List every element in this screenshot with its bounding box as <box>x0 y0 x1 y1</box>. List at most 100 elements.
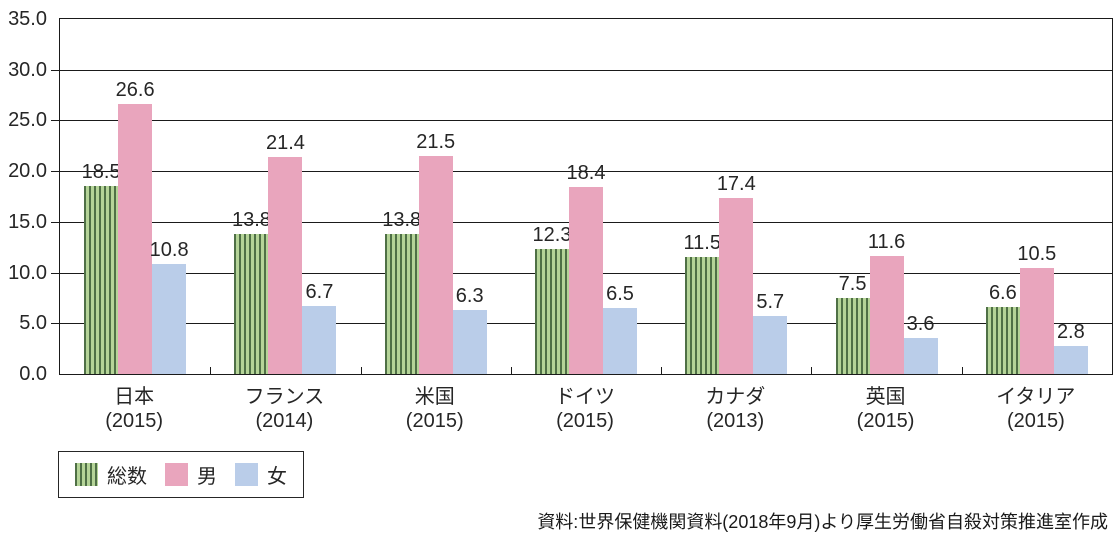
category-country: 日本 <box>114 386 155 408</box>
x-boundary-tick <box>961 367 963 374</box>
bar-女-カナダ <box>753 316 788 374</box>
category-year: (2015) <box>405 410 464 432</box>
legend-item-total: 総数 <box>75 460 147 489</box>
y-tick-label: 30.0 <box>8 58 47 81</box>
category-year: (2013) <box>706 410 765 432</box>
y-tick-mark <box>51 272 59 274</box>
bar-value-label: 11.5 <box>683 232 721 255</box>
bar-value-label: 21.5 <box>416 130 456 153</box>
bar-女-日本 <box>152 264 187 374</box>
gridline <box>60 69 1112 71</box>
category-year: (2014) <box>255 410 314 432</box>
category-label-フランス: フランス (2014) <box>209 385 359 433</box>
y-tick-mark <box>51 221 59 223</box>
legend-label-male: 男 <box>197 466 217 488</box>
bar-男-イタリア <box>1019 267 1054 374</box>
legend-label-total: 総数 <box>107 466 147 488</box>
bar-value-label: 11.6 <box>867 231 906 254</box>
bar-value-label: 5.7 <box>756 291 785 314</box>
bar-value-label: 13.8 <box>382 209 422 232</box>
bar-女-英国 <box>903 337 938 374</box>
bar-総数-イタリア <box>985 307 1020 374</box>
bar-value-label: 12.3 <box>532 224 572 247</box>
legend: 総数 男 女 <box>58 451 304 498</box>
bar-value-label: 10.8 <box>149 239 189 262</box>
category-label-英国: 英国 (2015) <box>810 385 960 433</box>
y-tick-label: 20.0 <box>8 160 47 183</box>
bar-総数-ドイツ <box>535 249 569 374</box>
y-tick-label: 25.0 <box>8 109 47 132</box>
category-label-ドイツ: ドイツ (2015) <box>510 385 660 433</box>
x-boundary-tick <box>510 367 512 374</box>
plot-area: 18.5 26.6 10.8 13.8 21.4 6.7 13.8 21.5 6.3 12.3 18… <box>59 18 1113 375</box>
bar-総数-カナダ <box>685 257 720 374</box>
bar-女-フランス <box>302 306 337 374</box>
legend-swatch-male <box>165 463 188 486</box>
x-boundary-tick <box>661 367 663 374</box>
gridline <box>60 120 1112 122</box>
bar-value-label: 6.7 <box>305 281 334 304</box>
legend-item-male: 男 <box>165 460 217 489</box>
category-year: (2015) <box>856 410 915 432</box>
y-tick-label: 10.0 <box>8 261 47 284</box>
bar-value-label: 18.4 <box>566 162 606 185</box>
category-label-イタリア: イタリア (2015) <box>961 385 1111 433</box>
category-country: カナダ <box>705 386 766 408</box>
category-country: フランス <box>244 386 325 408</box>
bar-男-日本 <box>118 104 153 374</box>
x-boundary-tick <box>360 367 362 374</box>
y-tick-mark <box>51 69 59 71</box>
bar-女-イタリア <box>1053 345 1088 374</box>
bar-総数-日本 <box>84 186 119 374</box>
bar-value-label: 10.5 <box>1017 242 1057 265</box>
bar-男-米国 <box>418 155 453 374</box>
y-tick-mark <box>51 171 59 173</box>
y-tick-label: 5.0 <box>19 312 47 335</box>
legend-swatch-total <box>75 463 98 486</box>
category-year: (2015) <box>1006 410 1065 432</box>
bar-value-label: 18.5 <box>81 161 121 184</box>
bar-男-カナダ <box>719 197 754 374</box>
x-boundary-tick <box>210 367 212 374</box>
category-label-日本: 日本 (2015) <box>59 385 209 433</box>
bar-女-米国 <box>452 310 487 374</box>
bar-value-label: 6.6 <box>988 282 1017 305</box>
y-tick-label: 0.0 <box>19 363 47 385</box>
y-tick-mark <box>51 323 59 325</box>
category-country: 英国 <box>865 386 906 408</box>
bar-value-label: 21.4 <box>265 131 305 154</box>
gridline <box>60 171 1112 173</box>
bar-value-label: 26.6 <box>115 79 155 102</box>
legend-label-female: 女 <box>267 466 287 488</box>
bar-value-label: 17.4 <box>716 172 756 195</box>
source-note: 資料:世界保健機関資料(2018年9月)より厚生労働省自殺対策推進室作成 <box>537 512 1108 532</box>
bar-総数-フランス <box>234 234 269 374</box>
bar-value-label: 2.8 <box>1056 320 1085 343</box>
y-tick-label: 35.0 <box>8 8 47 30</box>
bar-男-英国 <box>869 256 904 374</box>
bar-value-label: 6.5 <box>606 283 634 306</box>
y-tick-mark <box>51 120 59 122</box>
category-year: (2015) <box>556 410 614 432</box>
bar-女-ドイツ <box>603 308 637 374</box>
bar-value-label: 3.6 <box>906 312 935 335</box>
x-axis-labels: 日本 (2015) フランス (2014) 米国 (2015) ドイツ (2015) カナダ (2… <box>59 385 1113 435</box>
bar-男-フランス <box>268 156 303 374</box>
y-axis: 35.0 30.0 25.0 20.0 15.0 10.0 5.0 0.0 <box>0 8 59 385</box>
category-label-カナダ: カナダ (2013) <box>660 385 810 433</box>
bar-value-label: 13.8 <box>231 209 271 232</box>
x-boundary-tick <box>811 367 813 374</box>
category-country: イタリア <box>996 386 1076 408</box>
bar-value-label: 6.3 <box>455 285 484 308</box>
bar-総数-米国 <box>384 234 419 374</box>
category-year: (2015) <box>105 410 164 432</box>
y-tick-label: 15.0 <box>8 210 47 233</box>
category-label-米国: 米国 (2015) <box>360 385 510 433</box>
bar-value-label: 7.5 <box>838 272 867 295</box>
bar-男-ドイツ <box>569 187 603 374</box>
category-country: ドイツ <box>554 386 615 408</box>
category-country: 米国 <box>414 386 455 408</box>
bar-総数-英国 <box>835 297 870 374</box>
legend-item-female: 女 <box>235 460 287 489</box>
